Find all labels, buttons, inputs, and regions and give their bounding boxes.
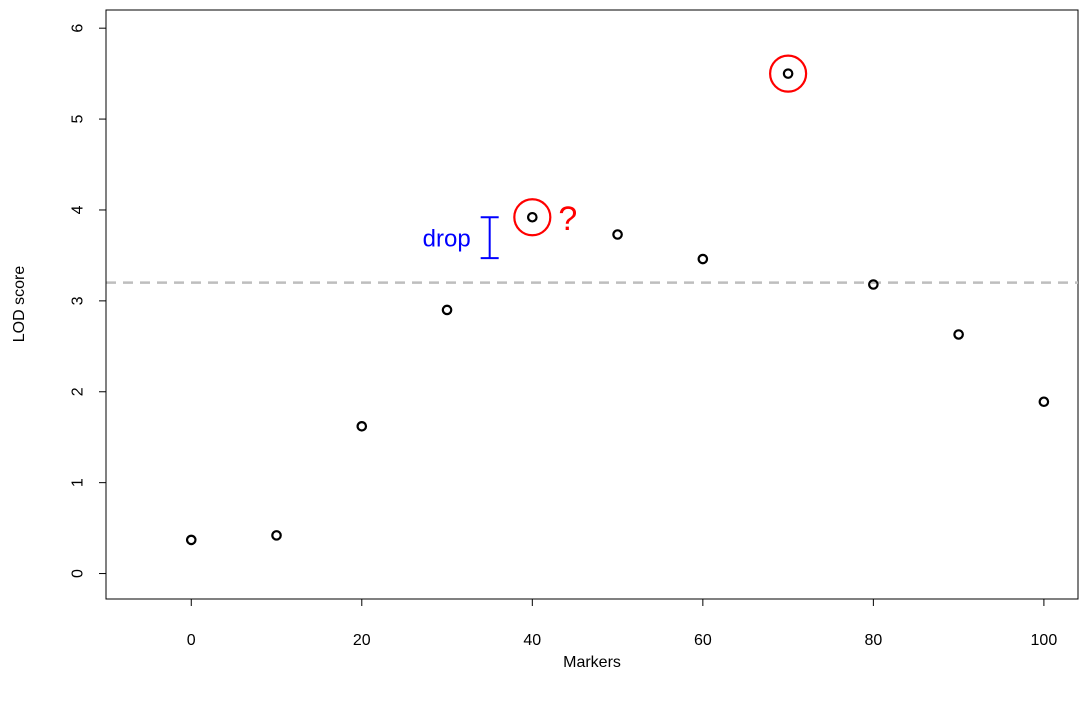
x-tick-label: 60 <box>694 632 712 649</box>
y-tick-label: 4 <box>70 205 87 214</box>
y-tick-label: 2 <box>70 387 87 396</box>
data-point <box>356 420 368 432</box>
x-tick-label: 40 <box>523 632 541 649</box>
data-point <box>612 229 623 240</box>
y-tick-label: 3 <box>70 296 87 305</box>
highlight-circle <box>513 198 552 237</box>
y-tick-label: 5 <box>70 115 87 124</box>
data-point <box>782 68 794 79</box>
y-tick-label: 0 <box>70 569 87 578</box>
x-tick-label: 20 <box>353 632 371 649</box>
question-mark: ? <box>558 200 577 238</box>
y-axis: 0 1 2 3 4 5 6 <box>70 24 107 578</box>
data-point <box>527 211 538 223</box>
x-tick-label: 0 <box>187 632 196 649</box>
data-point <box>953 329 964 340</box>
data-points <box>185 68 1050 546</box>
data-point <box>271 530 282 541</box>
x-axis: 0 20 40 60 80 100 <box>187 598 1058 649</box>
data-point <box>1038 396 1050 408</box>
data-point <box>697 253 709 265</box>
y-tick-label: 6 <box>70 24 87 33</box>
x-tick-label: 80 <box>864 632 882 649</box>
x-axis-title: Markers <box>563 654 621 671</box>
data-point <box>441 304 453 316</box>
highlight-circles <box>513 54 808 237</box>
plot-frame <box>105 9 1079 600</box>
highlight-circle <box>769 54 808 93</box>
data-point <box>868 279 879 290</box>
y-tick-label: 1 <box>70 478 87 487</box>
annotations: drop? <box>423 200 577 260</box>
x-tick-label: 100 <box>1031 632 1058 649</box>
drop-label: drop <box>423 226 471 253</box>
y-axis-title: LOD score <box>11 266 28 343</box>
data-point <box>185 534 197 546</box>
